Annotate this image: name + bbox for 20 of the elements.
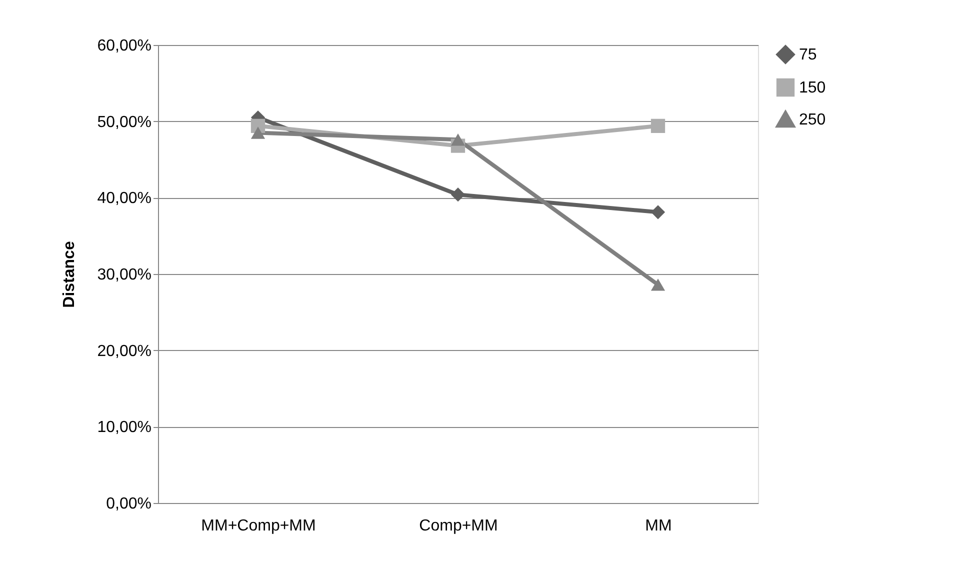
- point: [450, 188, 466, 202]
- legend-label: 75: [799, 46, 817, 64]
- y-tick-label: 10,00%: [97, 419, 152, 436]
- y-tick-label: 40,00%: [97, 190, 152, 208]
- point: [450, 134, 466, 146]
- y-tick-label: 60,00%: [97, 38, 152, 54]
- legend-label: 250: [799, 112, 826, 128]
- point: [650, 118, 666, 133]
- x-tick-label: MM: [645, 518, 672, 534]
- y-tick-label: 0,00%: [106, 496, 152, 512]
- legend-label: 150: [799, 80, 826, 96]
- y-tick-label: 50,00%: [97, 114, 152, 131]
- point: [650, 205, 666, 220]
- y-tick-label: 30,00%: [97, 266, 152, 284]
- y-tick-label: 20,00%: [97, 342, 152, 360]
- point: [250, 126, 266, 139]
- x-tick-label: Comp+MM: [419, 518, 498, 534]
- y-axis-title: Distance: [61, 241, 78, 308]
- point: [650, 278, 666, 291]
- x-tick-label: MM+Comp+MM: [201, 518, 316, 534]
